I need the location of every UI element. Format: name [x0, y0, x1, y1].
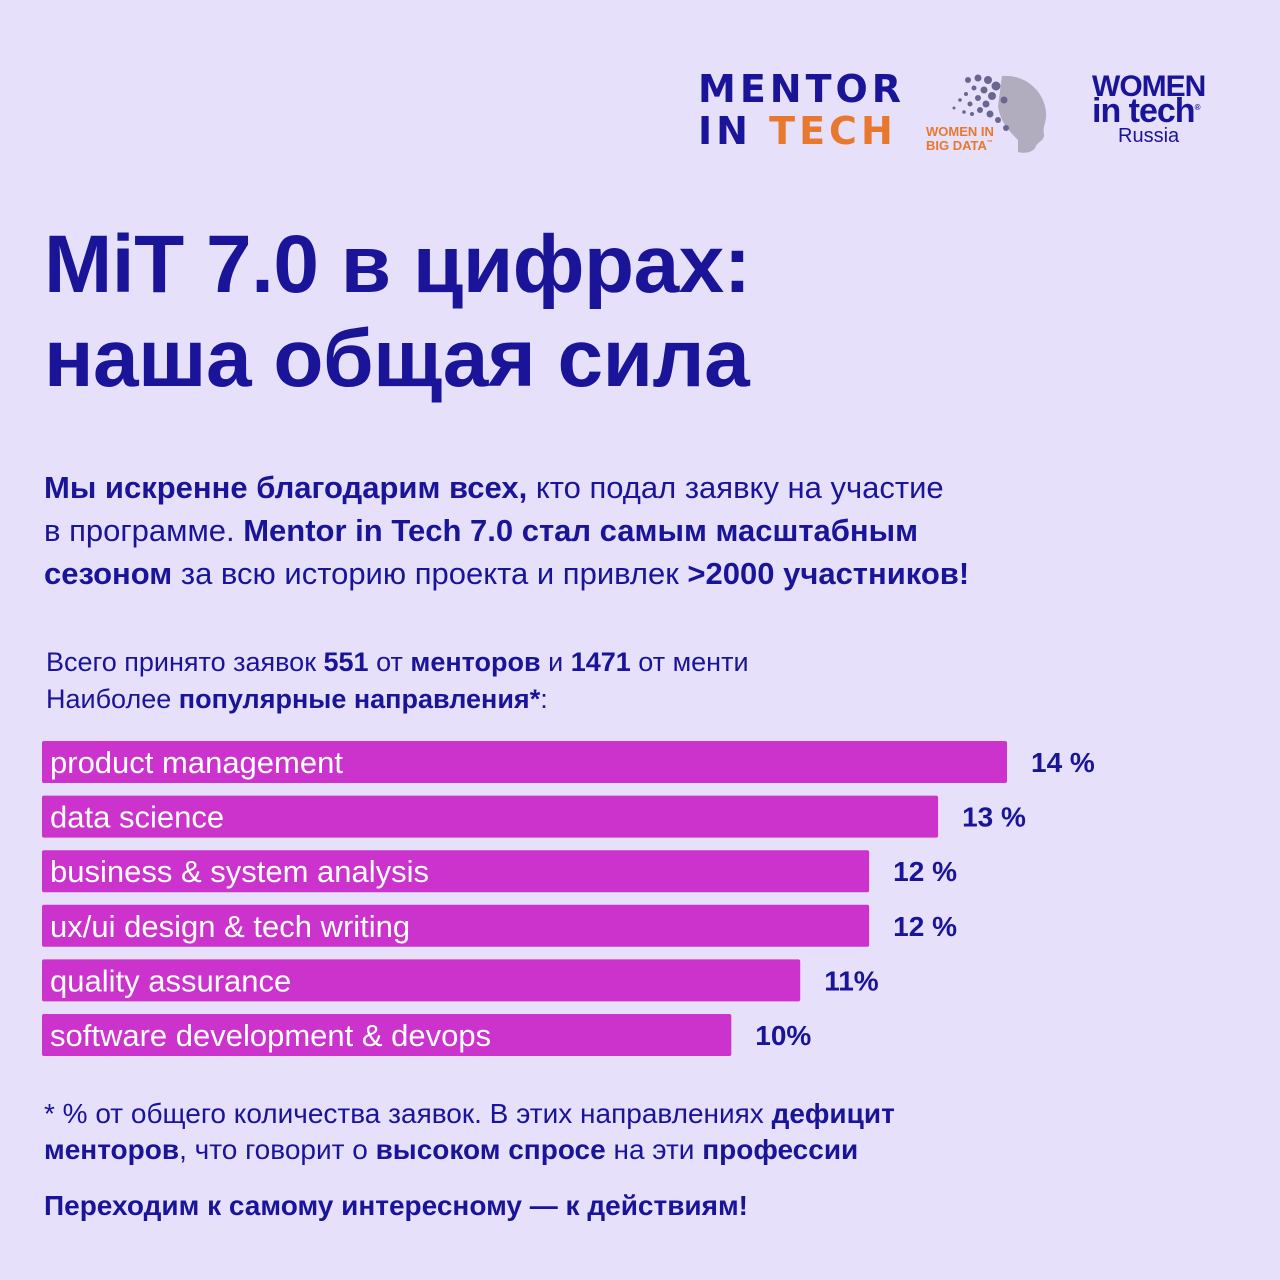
svg-text:IN TECH: IN TECH — [698, 109, 897, 150]
wit-logo-line3: Russia — [1118, 125, 1180, 146]
stats-text-4: от менти — [630, 647, 749, 677]
call-to-action: Переходим к самому интересному — к дейст… — [44, 1190, 748, 1221]
intro-paragraph: Мы искренне благодарим всех, кто подал з… — [44, 466, 1244, 595]
footnote-text-2: , что говорит о — [179, 1134, 376, 1165]
bar-group: ux/ui design & tech writing 12 % — [42, 904, 957, 947]
intro-thanks: Мы искренне благодарим всех, — [44, 470, 528, 505]
bar-category-label: quality assurance — [50, 963, 291, 998]
dots-head-icon — [952, 74, 1047, 153]
bar-value-label: 11% — [824, 965, 879, 996]
stats-text-6: : — [540, 684, 548, 714]
bar-category-label: ux/ui design & tech writing — [50, 909, 410, 944]
bar-category-label: data science — [50, 800, 224, 835]
svg-text:in tech®: in tech® — [1092, 92, 1201, 130]
page-title: MiT 7.0 в цифрах: наша общая сила — [44, 218, 751, 406]
footnote: * % от общего количества заявок. В этих … — [44, 1096, 1144, 1168]
stats-text-5: Наиболее — [46, 684, 179, 714]
intro-participants: >2000 участников! — [687, 556, 970, 591]
bar-group: software development & devops 10% — [42, 1014, 811, 1056]
footnote-highlight-2: менторов — [44, 1134, 180, 1165]
mit-logo-line2-prefix: IN — [698, 109, 769, 150]
bar-group: business & system analysis 12 % — [42, 850, 957, 893]
mentor-in-tech-logo: MENTOR IN TECH — [698, 67, 905, 150]
women-in-tech-logo: WOMEN in tech® Russia — [1092, 70, 1206, 146]
mit-logo-line2-accent: TECH — [769, 109, 897, 150]
bar-chart-svg: product management 14 %data science 13 %bu… — [42, 741, 1095, 1056]
bar-category-label: product management — [50, 745, 343, 780]
bar-value-label: 13 % — [962, 802, 1026, 833]
svg-text:BIG DATA™: BIG DATA™ — [926, 138, 993, 153]
mentor-count: 551 — [323, 647, 369, 677]
stats-text: Всего принято заявок 551 от менторов и 1… — [46, 644, 1146, 718]
footnote-text-1: * % от общего количества заявок. В этих … — [44, 1098, 772, 1129]
bar-value-label: 12 % — [893, 856, 957, 887]
stats-text-2: от — [368, 647, 411, 677]
stats-text-1: Всего принято заявок — [46, 647, 324, 677]
wbd-logo-line2: BIG DATA — [926, 138, 988, 153]
page-title-line2: наша общая сила — [44, 313, 750, 404]
bar-category-label: software development & devops — [50, 1018, 491, 1053]
bar-value-label: 12 % — [893, 911, 957, 942]
bar — [42, 904, 870, 947]
bar-group: data science 13 % — [42, 795, 1026, 838]
footnote-highlight-3: высоком спросе — [375, 1134, 606, 1165]
women-in-big-data-logo: WOMEN IN BIG DATA™ — [926, 74, 1047, 153]
bar-value-label: 14 % — [1031, 747, 1095, 778]
bar — [42, 795, 939, 838]
bar-group: product management 14 % — [42, 741, 1095, 783]
intro-text-2: в программе. — [44, 513, 244, 548]
wit-logo-line1: WOMEN — [1092, 70, 1205, 103]
page-title-line1: MiT 7.0 в цифрах: — [44, 219, 751, 310]
intro-text-1: кто подал заявку на участие — [527, 470, 944, 505]
intro-highlight-2: сезоном — [44, 556, 173, 591]
footnote-highlight-1: дефицит — [771, 1098, 895, 1129]
wbd-logo-line1: WOMEN IN — [926, 124, 994, 139]
popular-directions-label: популярные направления* — [178, 684, 541, 714]
wit-logo-reg: ® — [1195, 103, 1201, 112]
intro-text-3: за всю историю проекта и привлек — [172, 556, 688, 591]
wbd-logo-tm: ™ — [987, 139, 993, 146]
bar — [42, 741, 1007, 783]
bar — [42, 850, 870, 893]
bar-category-label: business & system analysis — [50, 854, 429, 889]
bar — [42, 959, 801, 1002]
bar-group: quality assurance 11% — [42, 959, 879, 1002]
footnote-highlight-4: профессии — [702, 1134, 859, 1165]
wit-logo-line2: in tech — [1092, 92, 1195, 130]
logo-row: MENTOR IN TECH W — [690, 62, 1230, 162]
intro-highlight-1: Mentor in Tech 7.0 стал самым масштабным — [243, 513, 919, 548]
mit-logo-line1: MENTOR — [698, 67, 905, 111]
stats-mentors-label: менторов — [410, 647, 541, 677]
directions-bar-chart: product management 14 % data science 13 % bu… — [42, 740, 1242, 1060]
footnote-text-3: на эти — [605, 1134, 703, 1165]
bar — [42, 1014, 732, 1056]
bar-value-label: 10% — [755, 1020, 811, 1051]
stats-text-3: и — [540, 647, 571, 677]
mentee-count: 1471 — [570, 647, 631, 677]
